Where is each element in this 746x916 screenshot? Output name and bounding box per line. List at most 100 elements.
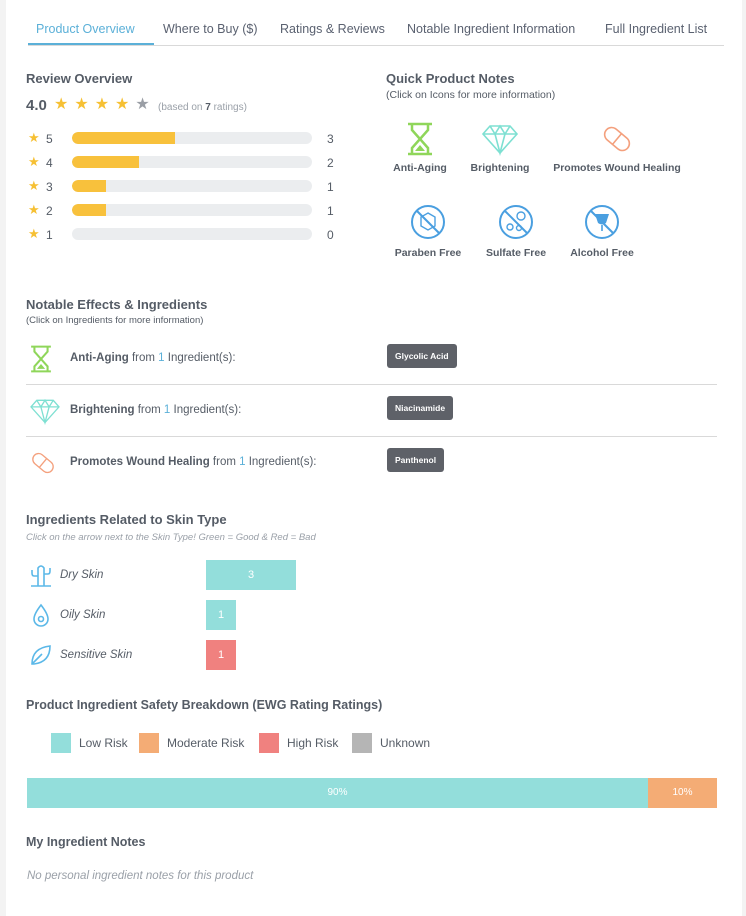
rating-row-4-star: ★ 4 2 [28, 154, 348, 170]
quick-note-label: Sulfate Free [485, 247, 547, 259]
effect-row-promotes-wound-healing: Promotes Wound Healing from 1 Ingredient… [26, 437, 717, 489]
effect-description: Anti-Aging from 1 Ingredient(s): [70, 352, 236, 364]
rating-star-level: 5 [46, 132, 53, 146]
alcohol-free-icon [585, 205, 619, 239]
leaf-icon [31, 645, 51, 665]
rating-count: 3 [327, 132, 334, 146]
quick-note-paraben-free[interactable]: Paraben Free [393, 203, 463, 259]
rating-count: 1 [327, 180, 334, 194]
effect-row-anti-aging: Anti-Aging from 1 Ingredient(s): Glycoli… [26, 333, 717, 385]
safety-segment: 10% [648, 778, 717, 808]
review-overview-heading: Review Overview [26, 71, 133, 86]
diamond-icon [481, 124, 519, 156]
quick-product-notes-heading: Quick Product Notes [386, 71, 515, 86]
rating-bar-track [72, 204, 312, 216]
skin-type-count-bar[interactable]: 1 [206, 600, 236, 630]
sulfate-free-icon [499, 205, 533, 239]
average-star-rating: ★ ★ ★ ★ ★ [54, 97, 150, 113]
skin-type-label: Oily Skin [60, 609, 106, 621]
skin-row-sensitive: Sensitive Skin 1 [26, 640, 326, 670]
skin-row-oily: Oily Skin 1 [26, 600, 326, 630]
legend-swatch [259, 733, 279, 753]
legend-label: High Risk [287, 736, 339, 750]
star-icon: ★ [54, 96, 69, 113]
quick-note-promotes-wound-healing[interactable]: Promotes Wound Healing [547, 122, 687, 174]
quick-note-label: Anti-Aging [393, 162, 447, 174]
rating-row-5-star: ★ 5 3 [28, 130, 348, 146]
ingredient-notes-heading: My Ingredient Notes [26, 835, 146, 849]
star-icon: ★ [74, 96, 89, 113]
tab-product-overview[interactable]: Product Overview [36, 22, 135, 36]
rating-row-2-star: ★ 2 1 [28, 202, 348, 218]
rating-row-1-star: ★ 1 0 [28, 226, 348, 242]
product-overview-panel: Product Overview Where to Buy ($) Rating… [6, 0, 742, 916]
tab-bar: Product Overview Where to Buy ($) Rating… [28, 12, 724, 46]
legend-label: Moderate Risk [167, 736, 245, 750]
ingredient-badge-niacinamide[interactable]: Niacinamide [387, 396, 454, 420]
rating-bar-track [72, 156, 312, 168]
effect-description: Promotes Wound Healing from 1 Ingredient… [70, 456, 317, 468]
rating-count: 0 [327, 228, 334, 242]
star-icon: ★ [28, 202, 40, 217]
cactus-icon [31, 565, 51, 587]
rating-bar-fill [72, 180, 106, 192]
rating-bar-fill [72, 204, 106, 216]
quick-note-brightening[interactable]: Brightening [465, 122, 535, 174]
quick-note-sulfate-free[interactable]: Sulfate Free [481, 203, 551, 259]
skin-type-hint: Click on the arrow next to the Skin Type… [26, 532, 316, 543]
star-icon: ★ [28, 178, 40, 193]
effect-row-brightening: Brightening from 1 Ingredient(s): Niacin… [26, 385, 717, 437]
rating-bar-fill [72, 156, 140, 168]
legend-swatch [51, 733, 71, 753]
effect-description: Brightening from 1 Ingredient(s): [70, 404, 242, 416]
ingredient-badge-glycolic-acid[interactable]: Glycolic Acid [387, 344, 457, 368]
safety-breakdown-bar: 90% 10% [27, 778, 717, 808]
safety-breakdown-heading: Product Ingredient Safety Breakdown (EWG… [26, 698, 383, 712]
tab-where-to-buy[interactable]: Where to Buy ($) [163, 22, 258, 36]
skin-type-heading: Ingredients Related to Skin Type [26, 512, 227, 527]
ingredient-notes-empty: No personal ingredient notes for this pr… [27, 870, 254, 882]
legend-swatch [352, 733, 372, 753]
star-icon: ★ [94, 96, 110, 113]
notable-effects-subtitle: (Click on Ingredients for more informati… [26, 315, 204, 326]
star-icon: ★ [115, 96, 130, 113]
rating-bar-track [72, 180, 312, 192]
rating-count: 1 [327, 204, 334, 218]
ingredient-badge-panthenol[interactable]: Panthenol [387, 448, 445, 472]
quick-note-label: Paraben Free [394, 247, 462, 259]
bandage-icon [603, 126, 631, 152]
average-score: 4.0 [26, 97, 47, 114]
rating-star-level: 1 [46, 228, 53, 242]
oil-drop-icon [33, 603, 49, 627]
legend-swatch [139, 733, 159, 753]
ratings-count-note: (based on 7 ratings) [158, 102, 247, 113]
tab-ratings-reviews[interactable]: Ratings & Reviews [280, 22, 385, 36]
quick-notes-subtitle: (Click on Icons for more information) [386, 89, 556, 101]
star-icon: ★ [28, 226, 40, 241]
safety-segment: 90% [27, 778, 648, 808]
quick-note-label: Promotes Wound Healing [553, 162, 681, 174]
active-tab-indicator [28, 43, 154, 45]
rating-bar-track [72, 228, 312, 240]
rating-star-level: 4 [46, 156, 53, 170]
diamond-icon [30, 399, 60, 426]
quick-note-label: Alcohol Free [570, 247, 634, 259]
hourglass-icon [408, 122, 432, 156]
rating-count: 2 [327, 156, 334, 170]
quick-note-anti-aging[interactable]: Anti-Aging [390, 122, 450, 174]
skin-type-count-bar[interactable]: 3 [206, 560, 296, 590]
rating-row-3-star: ★ 3 1 [28, 178, 348, 194]
rating-bar-track [72, 132, 312, 144]
skin-row-dry: Dry Skin 3 [26, 560, 326, 590]
legend-label: Low Risk [79, 736, 128, 750]
quick-note-label: Brightening [470, 162, 530, 174]
tab-full-ingredient-list[interactable]: Full Ingredient List [605, 22, 708, 36]
star-icon: ★ [28, 130, 40, 145]
tab-notable-ingredient-information[interactable]: Notable Ingredient Information [407, 22, 576, 36]
skin-type-count-bar[interactable]: 1 [206, 640, 236, 670]
skin-type-label: Sensitive Skin [60, 649, 133, 661]
rating-star-level: 2 [46, 204, 53, 218]
bandage-icon [32, 452, 54, 474]
legend-label: Unknown [380, 736, 431, 750]
quick-note-alcohol-free[interactable]: Alcohol Free [567, 203, 637, 259]
